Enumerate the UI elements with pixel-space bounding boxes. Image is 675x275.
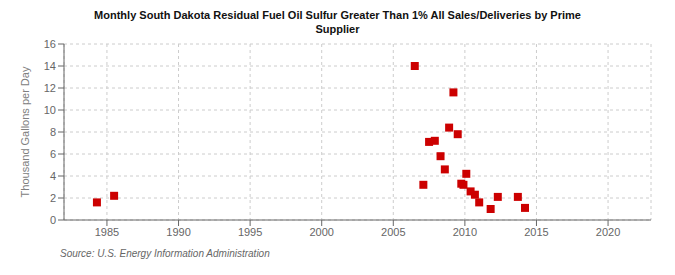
svg-text:2010: 2010 [453,226,477,238]
svg-text:4: 4 [50,170,56,182]
svg-text:2005: 2005 [381,226,405,238]
svg-text:1995: 1995 [238,226,262,238]
svg-text:2015: 2015 [524,226,548,238]
svg-text:Thousand Gallons per Day: Thousand Gallons per Day [19,66,31,197]
svg-text:16: 16 [44,38,56,50]
html-text:Monthly South Dakota Residual: Monthly South Dakota Residual Fuel Oil S… [94,9,581,21]
svg-text:8: 8 [50,126,56,138]
svg-text:2: 2 [50,192,56,204]
svg-text:12: 12 [44,82,56,94]
svg-text:10: 10 [44,104,56,116]
svg-text:2000: 2000 [309,226,333,238]
svg-text:14: 14 [44,60,56,72]
svg-text:2020: 2020 [596,226,620,238]
svg-text:1990: 1990 [166,226,190,238]
html-text:Source: U.S. Energy Informatio: Source: U.S. Energy Information Administ… [60,248,270,259]
svg-text:6: 6 [50,148,56,160]
html-text:Supplier: Supplier [315,23,360,35]
svg-text:1985: 1985 [95,226,119,238]
svg-text:0: 0 [50,214,56,226]
